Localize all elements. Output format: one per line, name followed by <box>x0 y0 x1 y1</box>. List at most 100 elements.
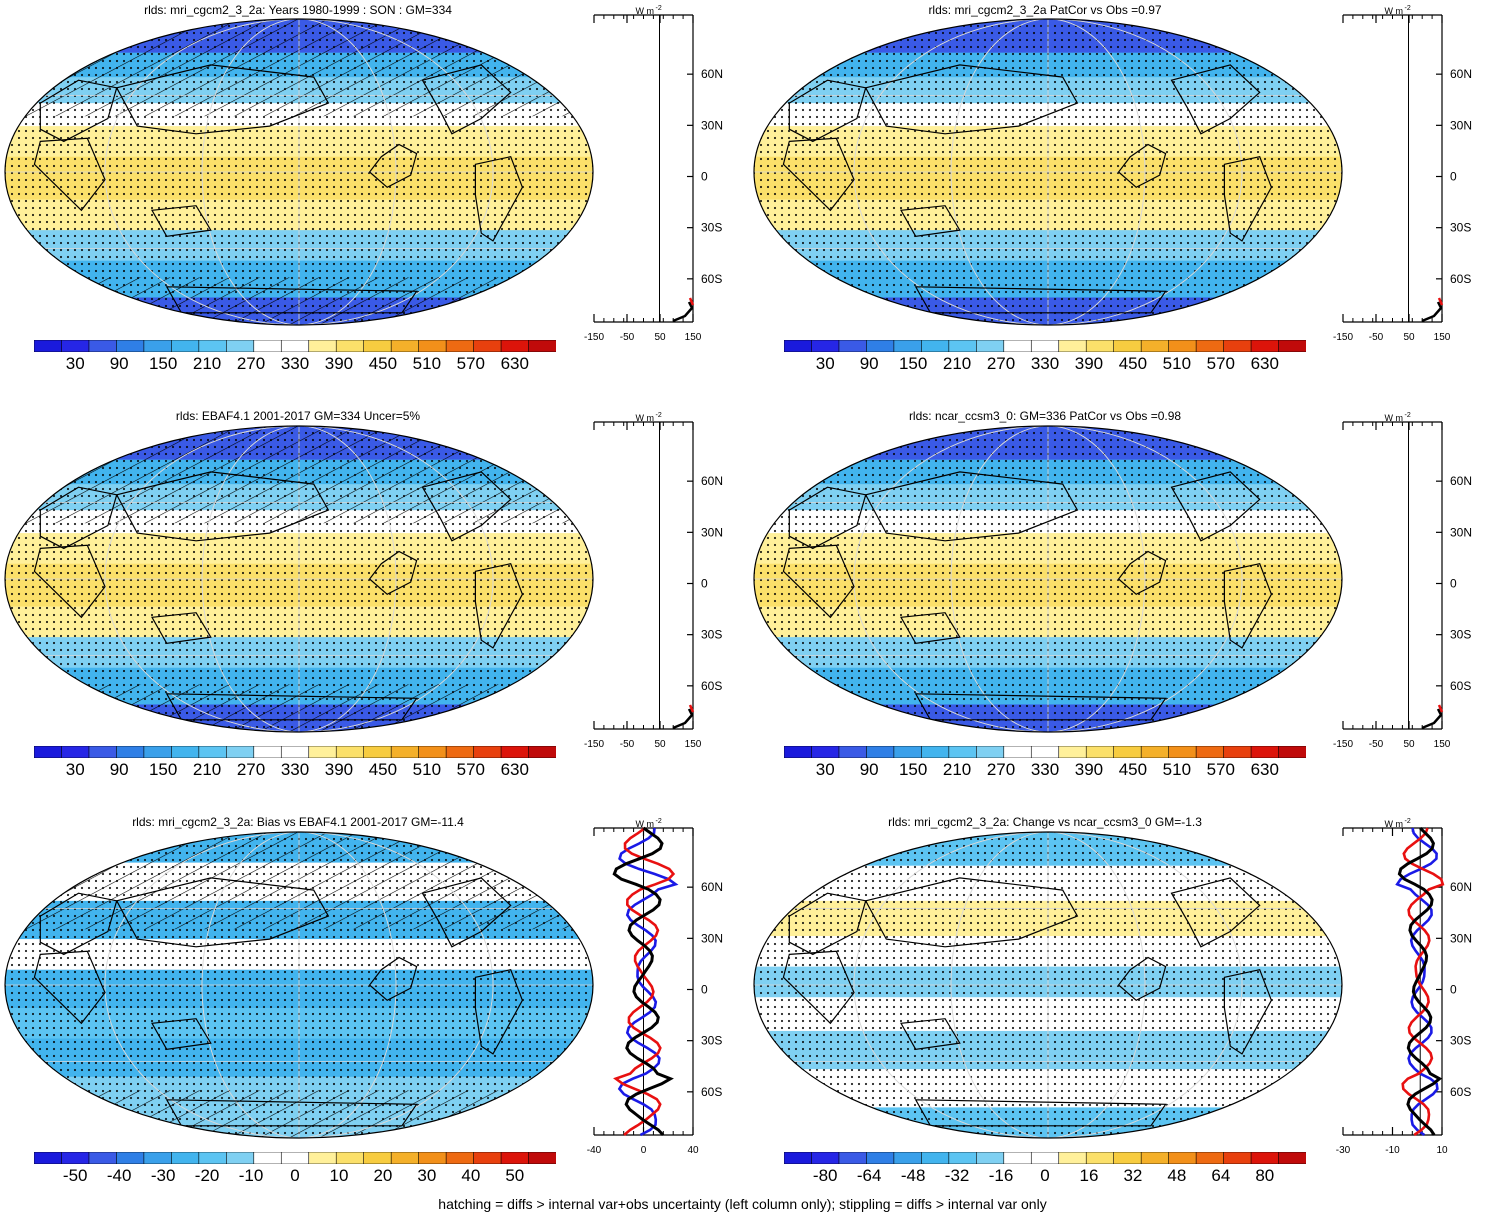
coastline <box>1117 143 1167 189</box>
profile-unit-exponent: -2 <box>656 5 662 12</box>
colorbar-tick-label: 450 <box>368 354 398 373</box>
colorbar-swatch <box>363 1152 392 1164</box>
colorbar-swatch <box>838 746 868 758</box>
colorbar-tick-label: 510 <box>1162 354 1192 373</box>
colorbar-swatch <box>445 746 475 758</box>
colorbar-swatch <box>948 746 977 758</box>
zonal-profile-4: -150 -50 50 150 60N 30N 0 30S 60S W m -2 <box>1333 412 1472 750</box>
colorbar-3 <box>34 746 556 758</box>
colorbar-swatch <box>280 746 310 758</box>
colorbar-tick-label: 80 <box>1255 1166 1275 1185</box>
profile-unit-label: W m <box>1385 819 1404 829</box>
colorbar-tick-label: -40 <box>106 1166 132 1185</box>
colorbar-swatch <box>418 746 447 758</box>
coastline <box>788 892 867 956</box>
profile-lat-label: 30N <box>701 118 723 132</box>
profile-line-obs <box>688 704 695 713</box>
colorbar-tick-label: 630 <box>1250 354 1279 373</box>
coastline <box>33 950 106 1025</box>
colorbar-tick-label: 510 <box>1162 760 1192 779</box>
profile-unit-exponent: -2 <box>656 412 662 419</box>
colorbar-swatch <box>500 1152 530 1164</box>
colorbar-tick-label: 450 <box>1118 354 1148 373</box>
graticule-line <box>201 426 397 732</box>
map-panel-4 <box>753 425 1343 733</box>
coastline <box>421 64 512 135</box>
map-panel-6 <box>753 831 1343 1139</box>
profile-lat-label: 30N <box>1450 118 1472 132</box>
colorbar-swatch <box>1003 340 1032 352</box>
panel-title-4: rlds: ncar_ccsm3_0: GM=336 PatCor vs Obs… <box>908 409 1182 423</box>
coastline <box>900 612 961 644</box>
profile-unit-label: W m <box>636 413 655 423</box>
coastline <box>165 1099 418 1127</box>
colorbar-swatch <box>335 746 365 758</box>
graticule-line <box>201 832 397 1138</box>
coastline <box>782 950 855 1025</box>
coastline <box>368 550 418 596</box>
colorbar-labels-6: -80 -64 -48 -32 -16 0 16 32 48 64 80 <box>784 1166 1306 1188</box>
colorbar-tick-label: 630 <box>500 354 529 373</box>
zonal-profile-6: -30 -10 10 60N 30N 0 30S 60S W m -2 <box>1336 818 1472 1156</box>
colorbar-swatch <box>390 1152 420 1164</box>
colorbar-tick-label: -20 <box>194 1166 220 1185</box>
colorbar-tick-label: 510 <box>412 354 442 373</box>
colorbar-swatch <box>921 340 950 352</box>
profile-x-tick-label: -30 <box>1336 1145 1351 1156</box>
profile-unit-exponent: -2 <box>1405 5 1411 12</box>
profile-x-tick-label: 150 <box>1434 739 1451 750</box>
profile-unit-label: W m <box>1385 6 1404 16</box>
profile-x-tick-label: -150 <box>1333 332 1353 343</box>
colorbar-swatch <box>226 1152 255 1164</box>
map-border <box>753 831 1343 1139</box>
colorbar-tick-label: 150 <box>898 354 928 373</box>
coastline <box>151 205 212 237</box>
panel-title-3: rlds: EBAF4.1 2001-2017 GM=334 Uncer=5% <box>175 409 421 423</box>
profile-lat-label: 60S <box>701 272 722 286</box>
zonal-profile-1: -150 -50 50 150 60N 30N 0 30S 60S W m -2 <box>584 5 723 343</box>
profile-lat-label: 60S <box>701 679 722 693</box>
profile-x-tick-label: -50 <box>1369 332 1384 343</box>
coastline <box>33 137 106 212</box>
coastline <box>165 286 418 314</box>
profile-unit-label: W m <box>1385 413 1404 423</box>
profile-lat-label: 60S <box>1450 679 1471 693</box>
colorbar-tick-label: 330 <box>280 354 310 373</box>
colorbar-swatch <box>1250 746 1280 758</box>
profile-x-tick-label: 150 <box>1434 332 1451 343</box>
profile-x-tick-label: -150 <box>584 332 604 343</box>
colorbar-tick-label: 330 <box>280 760 310 779</box>
colorbar-tick-label: 330 <box>1030 354 1060 373</box>
coastline <box>368 143 418 189</box>
coastline <box>1170 877 1261 948</box>
colorbar-tick-label: 210 <box>942 354 972 373</box>
profile-lat-label: 30N <box>701 525 723 539</box>
coastline <box>368 956 418 1002</box>
profile-x-tick-label: 50 <box>1403 739 1415 750</box>
colorbar-tick-label: 64 <box>1211 1166 1231 1185</box>
coastline <box>788 79 867 143</box>
colorbar-swatch <box>811 746 840 758</box>
profile-x-tick-label: 10 <box>1436 1145 1448 1156</box>
colorbar-tick-label: 0 <box>1040 1166 1050 1185</box>
colorbar-tick-label: 270 <box>986 760 1016 779</box>
colorbar-2 <box>784 340 1306 352</box>
colorbar-swatch <box>253 1152 282 1164</box>
colorbar-tick-label: -16 <box>988 1166 1014 1185</box>
colorbar-swatch <box>61 746 90 758</box>
profile-line-model <box>672 708 694 730</box>
colorbar-swatch <box>1278 340 1306 352</box>
zonal-profile-3: -150 -50 50 150 60N 30N 0 30S 60S W m -2 <box>584 412 723 750</box>
colorbar-swatch <box>473 1152 502 1164</box>
profile-x-tick-label: 50 <box>654 332 666 343</box>
coastline <box>39 79 118 143</box>
coastline <box>474 156 524 242</box>
coastline <box>1223 156 1273 242</box>
colorbar-swatch <box>34 746 63 758</box>
panel-title-6: rlds: mri_cgcm2_3_2a: Change vs ncar_ccs… <box>888 815 1202 829</box>
colorbar-swatch <box>335 340 365 352</box>
colorbar-tick-label: 48 <box>1167 1166 1187 1185</box>
colorbar-swatch <box>1278 746 1306 758</box>
colorbar-tick-label: 630 <box>500 760 529 779</box>
colorbar-tick-label: 30 <box>65 354 85 373</box>
